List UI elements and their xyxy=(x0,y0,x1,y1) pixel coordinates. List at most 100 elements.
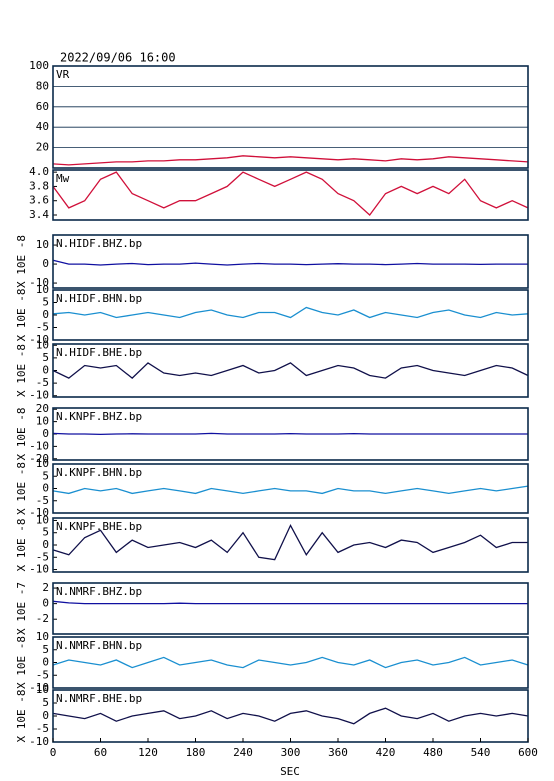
y-tick-label: 0 xyxy=(42,656,49,669)
y-tick-label: 80 xyxy=(36,79,49,92)
y-tick-label: 100 xyxy=(29,59,49,72)
y-tick-label: 10 xyxy=(36,415,49,428)
panel-label: N.HIDF.BHZ.bp xyxy=(56,237,142,250)
y-tick-label: 5 xyxy=(42,526,49,539)
y-tick-label: -5 xyxy=(36,550,49,563)
panel-label: N.KNPF.BHN.bp xyxy=(56,466,142,479)
x-tick-label: 360 xyxy=(328,746,348,759)
panel-label: N.HIDF.BHN.bp xyxy=(56,292,142,305)
y-tick-label: -10 xyxy=(29,333,49,346)
y-tick-label: 0 xyxy=(42,482,49,495)
panel-frame xyxy=(52,407,529,461)
y-tick-label: 20 xyxy=(36,402,49,415)
y-tick-label: 5 xyxy=(42,696,49,709)
x-tick-label: 420 xyxy=(376,746,396,759)
panel-frame xyxy=(52,65,529,169)
y-tick-label: 2 xyxy=(42,581,49,594)
y-tick-label: 10 xyxy=(36,283,49,296)
y-tick-label: 10 xyxy=(36,513,49,526)
y-tick-label: 60 xyxy=(36,100,49,113)
x-tick-label: 480 xyxy=(423,746,443,759)
waveform xyxy=(52,362,529,379)
waveform xyxy=(52,600,528,605)
panel-frame xyxy=(52,343,529,398)
y-axis-label: X 10E -8 xyxy=(15,408,28,461)
y-tick-label: 5 xyxy=(42,469,49,482)
y-axis-label: X 10E -8 xyxy=(15,289,28,342)
y-tick-label: 0 xyxy=(42,257,49,270)
y-tick-label: -5 xyxy=(36,494,49,507)
panel-frame xyxy=(52,463,529,514)
y-tick-label: 40 xyxy=(36,120,49,133)
y-tick-label: 10 xyxy=(36,683,49,696)
y-tick-label: 3.6 xyxy=(29,194,49,207)
y-axis-label: X 10E -8 xyxy=(15,519,28,572)
panel-frame xyxy=(52,517,529,573)
panel-label: N.KNPF.BHZ.bp xyxy=(56,410,142,423)
y-axis-label: X 10E -7 xyxy=(15,582,28,635)
y-tick-label: -10 xyxy=(29,735,49,748)
panel-frame xyxy=(52,289,529,341)
y-tick-label: -5 xyxy=(36,722,49,735)
x-tick-label: 120 xyxy=(138,746,158,759)
waveform xyxy=(52,306,529,319)
x-tick-label: 240 xyxy=(233,746,253,759)
y-tick-label: 0 xyxy=(42,364,49,377)
y-axis-label: X 10E -8 xyxy=(15,235,28,288)
waveform xyxy=(52,656,529,669)
waveform xyxy=(52,171,529,216)
y-tick-label: 3.4 xyxy=(29,208,49,221)
waveform xyxy=(52,707,529,725)
y-tick-label: 10 xyxy=(36,238,49,251)
y-axis-label: X 10E -8 xyxy=(15,690,28,743)
panel-label: VR xyxy=(56,68,70,81)
y-tick-label: -5 xyxy=(36,668,49,681)
y-tick-label: 5 xyxy=(42,643,49,656)
panel-frame xyxy=(52,636,529,689)
y-tick-label: 4.0 xyxy=(29,165,49,178)
panel-label: N.NMRF.BHE.bp xyxy=(56,692,142,705)
waveform xyxy=(52,432,528,436)
y-tick-label: 10 xyxy=(36,457,49,470)
panel-label: N.NMRF.BHZ.bp xyxy=(56,585,142,598)
chart-title: 2022/09/06 16:00 xyxy=(60,51,176,65)
panel-frame xyxy=(52,234,529,289)
y-tick-label: 3.8 xyxy=(29,179,49,192)
y-tick-label: 0 xyxy=(42,538,49,551)
waveform xyxy=(52,485,529,495)
y-tick-label: 0 xyxy=(42,308,49,321)
y-tick-label: 10 xyxy=(36,338,49,351)
y-axis-label: X 10E -8 xyxy=(15,462,28,515)
y-tick-label: -5 xyxy=(36,321,49,334)
panel-label: N.NMRF.BHN.bp xyxy=(56,639,142,652)
y-tick-label: -10 xyxy=(29,681,49,694)
x-tick-label: 300 xyxy=(281,746,301,759)
y-tick-label: 0 xyxy=(42,709,49,722)
y-tick-label: -5 xyxy=(36,376,49,389)
y-tick-label: -2 xyxy=(36,612,49,625)
y-tick-label: 5 xyxy=(42,351,49,364)
y-axis-label: X 10E -8 xyxy=(15,636,28,689)
x-tick-label: 0 xyxy=(50,746,57,759)
y-tick-label: -10 xyxy=(29,276,49,289)
waveform xyxy=(52,523,528,561)
y-tick-label: -10 xyxy=(29,389,49,402)
x-tick-label: 540 xyxy=(471,746,491,759)
y-tick-label: -10 xyxy=(29,563,49,576)
x-tick-label: 60 xyxy=(94,746,107,759)
panel-frame xyxy=(52,169,529,221)
waveform xyxy=(52,259,528,266)
panel-label: N.HIDF.BHE.bp xyxy=(56,346,142,359)
y-tick-label: 0 xyxy=(42,597,49,610)
x-axis-label: SEC xyxy=(280,765,300,778)
y-tick-label: -20 xyxy=(29,452,49,465)
y-axis-label: X 10E -8 xyxy=(15,344,28,397)
y-tick-label: 0 xyxy=(42,427,49,440)
x-tick-label: 600 xyxy=(518,746,538,759)
y-tick-label: 5 xyxy=(42,296,49,309)
y-tick-label: 10 xyxy=(36,630,49,643)
panel-frame xyxy=(52,582,529,635)
panel-label: Mw xyxy=(56,172,70,185)
y-tick-label: -10 xyxy=(29,439,49,452)
